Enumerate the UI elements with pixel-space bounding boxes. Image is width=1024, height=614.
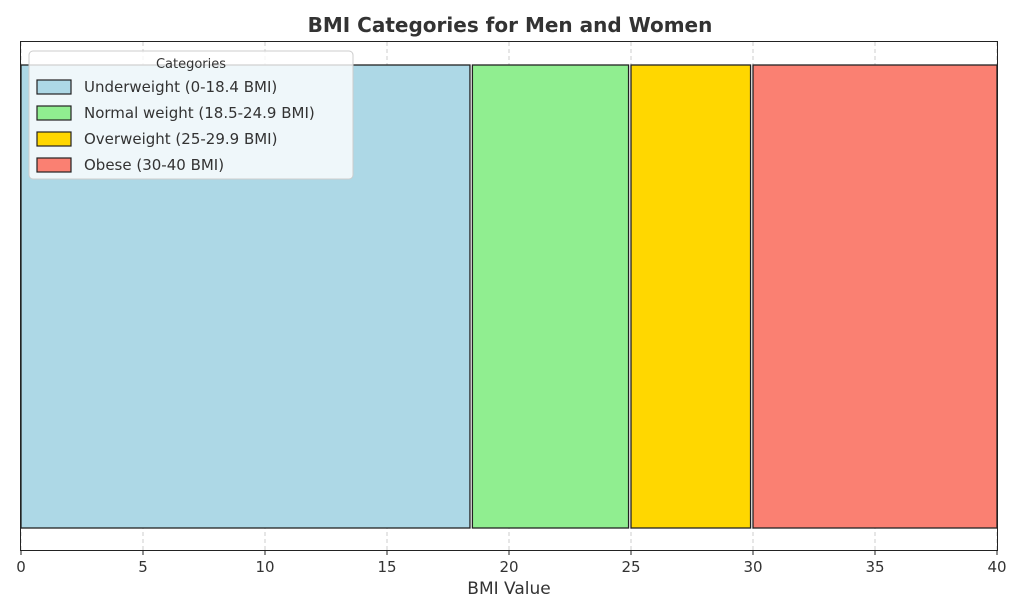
x-tick-label: 40 — [987, 558, 1006, 576]
legend-swatch — [36, 131, 72, 147]
legend-box — [28, 50, 354, 180]
legend-entry-label: Obese (30-40 BMI) — [84, 156, 224, 174]
x-tick-label: 15 — [377, 558, 396, 576]
bar-segment-1 — [471, 64, 630, 529]
bar-segment-3 — [752, 64, 998, 529]
legend-swatch — [36, 105, 72, 121]
x-axis-label: BMI Value — [467, 579, 550, 599]
x-tick-label: 35 — [865, 558, 884, 576]
legend-entry-label: Normal weight (18.5-24.9 BMI) — [84, 104, 315, 122]
x-tick-label: 5 — [138, 558, 148, 576]
legend-swatch — [36, 79, 72, 95]
x-tick-label: 30 — [743, 558, 762, 576]
legend-entry-label: Overweight (25-29.9 BMI) — [84, 130, 277, 148]
legend-entry-label: Underweight (0-18.4 BMI) — [84, 78, 277, 96]
legend: Categories Underweight (0-18.4 BMI) Norma… — [28, 50, 354, 180]
chart-title: BMI Categories for Men and Women — [308, 13, 713, 37]
legend-swatch — [36, 157, 72, 173]
x-tick-label: 20 — [499, 558, 518, 576]
x-tick-label: 25 — [621, 558, 640, 576]
x-axis-ticks: 0 5 10 15 20 25 30 35 40 — [16, 550, 1007, 576]
x-tick-label: 0 — [16, 558, 26, 576]
legend-title: Categories — [156, 57, 226, 72]
bar-segment-2 — [630, 64, 752, 529]
x-tick-label: 10 — [255, 558, 274, 576]
